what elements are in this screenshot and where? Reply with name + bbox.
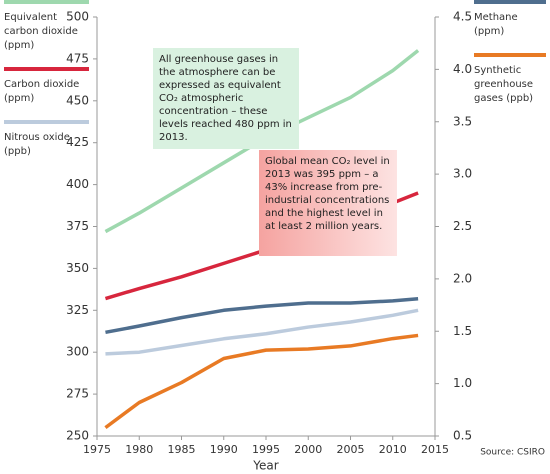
x-tick-label: 2000: [294, 443, 322, 456]
y-tick-label: 400: [66, 177, 89, 191]
source: Source: CSIRO: [480, 448, 545, 458]
annotation: Global mean CO₂ level in 2013 was 395 pp…: [259, 150, 397, 256]
y2-tick-label: 4.5: [453, 10, 472, 24]
x-tick-label: 2005: [337, 443, 365, 456]
legend-swatch: [4, 67, 89, 71]
legend-item: Synthetic greenhouse gases (ppb): [474, 53, 546, 106]
legend-swatch: [4, 0, 89, 4]
series-line: [104, 333, 419, 430]
x-axis-label: Year: [252, 459, 278, 473]
x-tick-label: 1990: [210, 443, 238, 456]
legend-label: Synthetic greenhouse gases (ppb): [474, 65, 534, 104]
y2-tick-label: 3.5: [453, 114, 472, 128]
x-tick-label: 1980: [125, 443, 153, 456]
x-tick-label: 1995: [252, 443, 280, 456]
x-tick-label: 1975: [83, 443, 111, 456]
annotation: All greenhouse gases in the atmosphere c…: [153, 48, 299, 149]
y2-tick-label: 1.5: [453, 324, 472, 338]
series-line: [105, 297, 419, 335]
legend-item: Carbon dioxide (ppm): [4, 67, 89, 106]
y-tick-label: 375: [66, 219, 89, 233]
legend-label: Nitrous oxide (ppb): [4, 132, 70, 157]
y-tick-label: 425: [66, 135, 89, 149]
legend-label: Carbon dioxide (ppm): [4, 79, 80, 104]
legend-item: Methane (ppm): [474, 0, 546, 39]
y2-tick-label: 0.5: [453, 429, 472, 443]
y-tick-label: 475: [66, 51, 89, 65]
legend-swatch: [474, 53, 546, 57]
y-tick-label: 350: [66, 261, 89, 275]
series-line: [105, 308, 419, 356]
legend-swatch: [4, 120, 89, 124]
x-tick-label: 2010: [379, 443, 407, 456]
y-tick-label: 500: [66, 10, 89, 24]
legend-swatch: [474, 0, 546, 4]
y-tick-label: 450: [66, 93, 89, 107]
legend-item: Nitrous oxide (ppb): [4, 120, 89, 159]
y-tick-label: 275: [66, 387, 89, 401]
y-tick-label: 325: [66, 303, 89, 317]
y2-tick-label: 3.0: [453, 167, 472, 181]
y2-tick-label: 4.0: [453, 62, 472, 76]
y2-tick-label: 2.5: [453, 219, 472, 233]
legend-label: Equivalent carbon dioxide (ppm): [4, 12, 78, 51]
y-tick-label: 250: [66, 429, 89, 443]
y2-tick-label: 1.0: [453, 376, 472, 390]
y-tick-label: 300: [66, 345, 89, 359]
legend-label: Methane (ppm): [474, 12, 518, 37]
x-tick-label: 1985: [168, 443, 196, 456]
x-tick-label: 2015: [421, 443, 449, 456]
legend-item: Equivalent carbon dioxide (ppm): [4, 0, 89, 53]
y2-tick-label: 2.0: [453, 271, 472, 285]
